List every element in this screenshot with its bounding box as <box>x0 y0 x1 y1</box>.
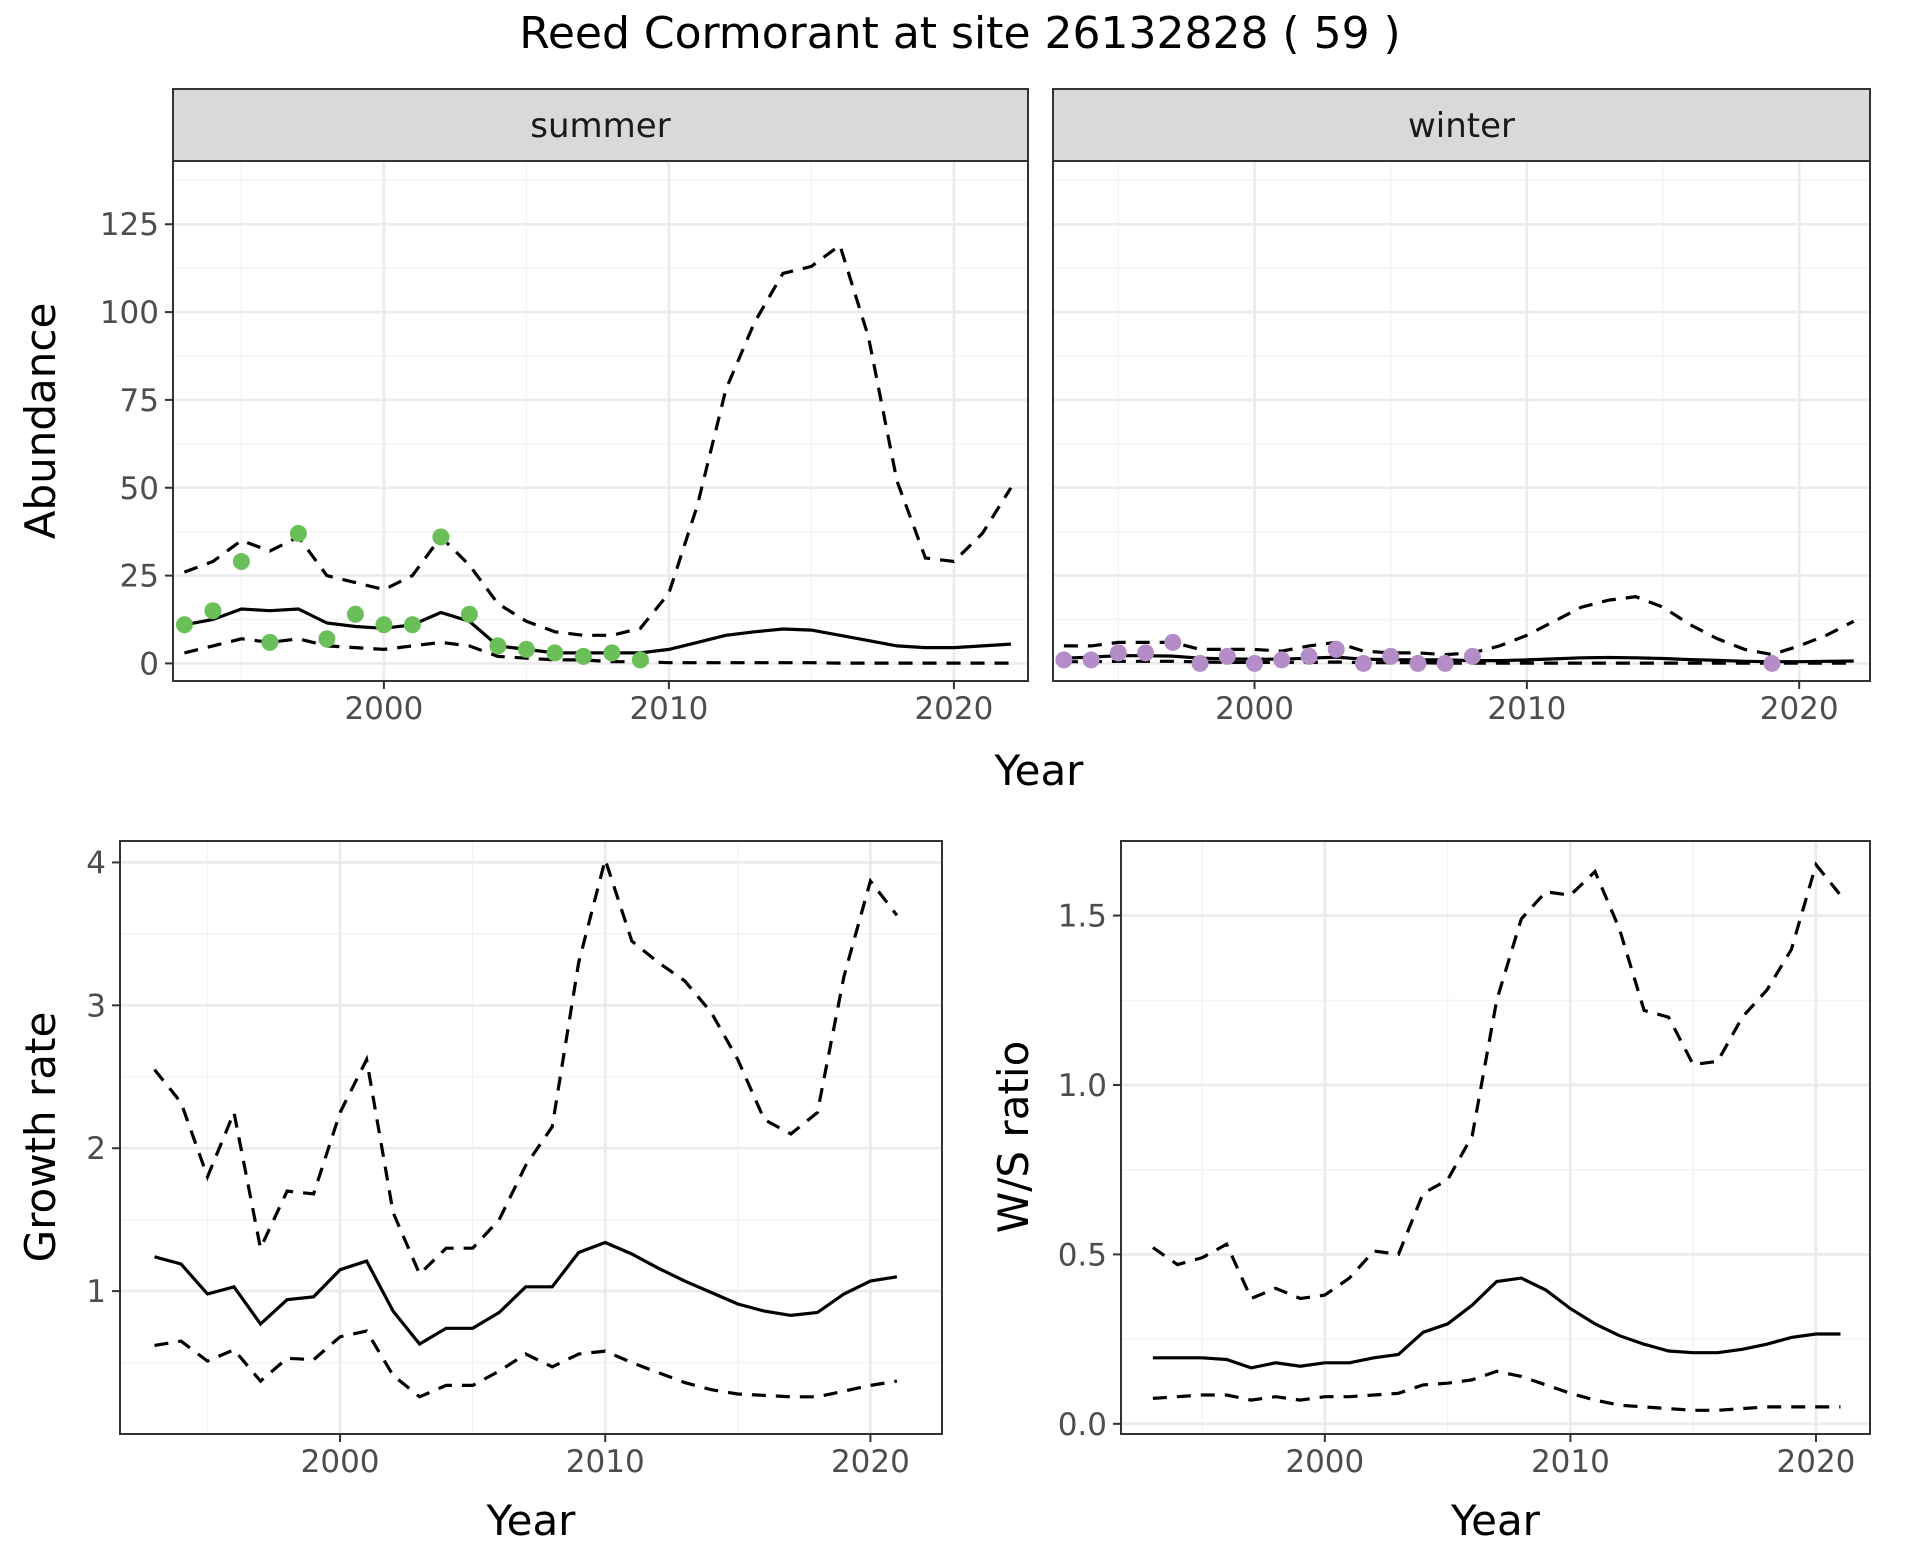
series-line-lower <box>1152 1369 1841 1412</box>
observed-point <box>175 616 193 634</box>
observed-point <box>603 644 621 662</box>
observed-point <box>1382 647 1400 665</box>
x-tick-label: 2010 <box>1531 1444 1610 1480</box>
observed-point <box>261 633 279 651</box>
observed-point <box>403 616 421 634</box>
observed-point <box>1082 651 1100 669</box>
facet-strip <box>172 88 1029 162</box>
series-line-mid <box>1152 1276 1841 1370</box>
panel-border <box>119 840 943 1435</box>
x-tick-label: 2020 <box>914 691 993 727</box>
y-tick-label: 1 <box>86 1274 106 1310</box>
x-tick-label: 2010 <box>566 1444 645 1480</box>
x-tick-label: 2000 <box>1215 691 1294 727</box>
series-group <box>175 242 1013 669</box>
x-tick-label: 2020 <box>831 1444 910 1480</box>
y-tick-label: 0.5 <box>1058 1237 1107 1273</box>
x-tick-label: 2020 <box>1777 1444 1856 1480</box>
observed-point <box>546 644 564 662</box>
series-group <box>153 853 899 1399</box>
observed-point <box>1137 644 1155 662</box>
series-line-lower <box>154 1329 898 1399</box>
series-group <box>1151 861 1842 1412</box>
y-tick-label: 1.0 <box>1058 1068 1107 1104</box>
x-axis-title: Year <box>1450 1496 1541 1545</box>
observed-point <box>460 605 478 623</box>
observed-point <box>1763 654 1781 672</box>
observed-point <box>1327 640 1345 658</box>
observed-point <box>1273 651 1291 669</box>
observed-point <box>489 637 507 655</box>
x-tick-label: 2010 <box>629 691 708 727</box>
observed-point <box>232 553 250 571</box>
panel-border <box>172 160 1029 682</box>
y-axis-title: Growth rate <box>16 1012 65 1263</box>
observed-point <box>1300 647 1318 665</box>
y-axis-title: W/S ratio <box>989 1041 1038 1234</box>
panel-border <box>1052 160 1871 682</box>
x-tick-label: 2000 <box>301 1444 380 1480</box>
x-axis-title: Year <box>486 1496 577 1545</box>
y-tick-label: 2 <box>86 1131 106 1167</box>
observed-point <box>574 647 592 665</box>
ws-ratio-chart: 2000 2010 2020 0.0 0.5 1.0 1.5 Year W/S ratio <box>989 840 1871 1545</box>
series-line-mid <box>154 1240 898 1347</box>
observed-point <box>631 651 649 669</box>
series-line-lower <box>184 637 1011 665</box>
observed-point <box>1218 647 1236 665</box>
series-group <box>1055 595 1855 672</box>
y-tick-label: 75 <box>120 383 159 419</box>
series-line-upper <box>1063 595 1855 657</box>
series-line-upper <box>183 242 1013 637</box>
panel-border <box>1120 840 1871 1435</box>
observed-point <box>432 528 450 546</box>
facet-strip-label: winter <box>1408 106 1515 146</box>
y-tick-label: 25 <box>120 559 159 595</box>
x-tick-label: 2020 <box>1760 691 1839 727</box>
x-tick-label: 2010 <box>1487 691 1566 727</box>
x-tick-label: 2000 <box>1285 1444 1364 1480</box>
observed-point <box>1409 654 1427 672</box>
y-tick-label: 0 <box>139 646 159 682</box>
growth-rate-chart: 2000 2010 2020 1 2 3 4 Year Growth rate <box>16 840 943 1545</box>
figure-title: Reed Cormorant at site 26132828 ( 59 ) <box>519 8 1400 59</box>
observed-point <box>346 605 364 623</box>
observed-point <box>204 602 222 620</box>
series-line-mid <box>184 607 1012 655</box>
observed-point <box>318 630 336 648</box>
observed-point <box>517 640 535 658</box>
observed-point <box>1055 651 1073 669</box>
y-tick-label: 100 <box>100 295 159 331</box>
observed-point <box>1191 654 1209 672</box>
observed-point <box>289 524 307 542</box>
observed-point <box>1463 647 1481 665</box>
facet-strip <box>1052 88 1871 162</box>
y-axis-title: Abundance <box>16 303 65 540</box>
observed-point <box>1246 654 1264 672</box>
observed-point <box>1354 654 1372 672</box>
observed-point <box>1164 633 1182 651</box>
y-tick-label: 3 <box>86 988 106 1024</box>
y-tick-label: 1.5 <box>1058 899 1107 935</box>
abundance-panel-summer: 2000 2010 2020 0 25 50 75 100 125 summer <box>100 88 1029 727</box>
abundance-panel-winter: 2000 2010 2020 winter <box>1052 88 1871 727</box>
x-axis-title: Year <box>994 746 1085 795</box>
x-tick-label: 2000 <box>344 691 423 727</box>
series-line-upper <box>1151 861 1842 1301</box>
y-tick-label: 0.0 <box>1058 1407 1107 1443</box>
series-line-upper <box>153 853 899 1277</box>
y-tick-label: 50 <box>120 471 159 507</box>
y-tick-label: 4 <box>86 845 106 881</box>
observed-point <box>375 616 393 634</box>
observed-point <box>1436 654 1454 672</box>
series-line-mid <box>1063 654 1854 664</box>
y-tick-label: 125 <box>100 207 159 243</box>
facet-strip-label: summer <box>530 106 670 146</box>
observed-point <box>1109 644 1127 662</box>
